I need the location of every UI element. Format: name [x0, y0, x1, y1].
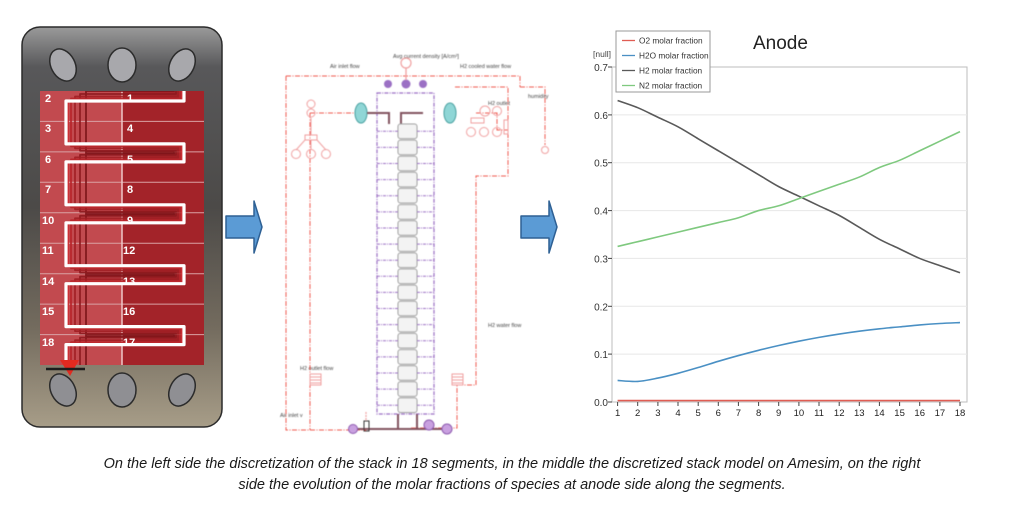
svg-text:15: 15: [894, 408, 905, 419]
svg-text:14: 14: [42, 276, 55, 288]
svg-text:H2 outlet: H2 outlet: [488, 101, 510, 107]
svg-text:9: 9: [776, 408, 781, 419]
svg-text:17: 17: [935, 408, 946, 419]
svg-text:humidity: humidity: [528, 94, 549, 100]
svg-text:12: 12: [834, 408, 845, 419]
svg-text:N2 molar fraction: N2 molar fraction: [639, 81, 703, 91]
svg-text:18: 18: [42, 337, 54, 349]
svg-text:H2 molar fraction: H2 molar fraction: [639, 66, 703, 76]
svg-text:H2O molar fraction: H2O molar fraction: [639, 51, 709, 61]
svg-text:12: 12: [123, 245, 135, 257]
svg-text:[null]: [null]: [593, 49, 611, 59]
svg-text:H2 cooled water flow: H2 cooled water flow: [460, 64, 511, 70]
svg-text:15: 15: [42, 306, 54, 318]
svg-text:0.1: 0.1: [594, 350, 608, 361]
svg-text:0.4: 0.4: [594, 207, 608, 218]
svg-text:8: 8: [756, 408, 761, 419]
svg-text:0.7: 0.7: [594, 63, 608, 74]
svg-text:7: 7: [736, 408, 741, 419]
svg-text:0.5: 0.5: [594, 159, 608, 170]
svg-text:0.3: 0.3: [594, 254, 608, 265]
svg-text:2: 2: [45, 93, 51, 105]
svg-text:10: 10: [42, 215, 54, 227]
svg-text:11: 11: [814, 408, 824, 419]
svg-text:3: 3: [655, 408, 660, 419]
svg-text:On the left side the discretiz: On the left side the discretization of t…: [104, 456, 922, 472]
svg-text:6: 6: [716, 408, 721, 419]
svg-text:4: 4: [127, 123, 134, 135]
svg-text:0.6: 0.6: [594, 111, 608, 122]
svg-text:5: 5: [127, 154, 133, 166]
svg-text:9: 9: [127, 215, 133, 227]
svg-text:2: 2: [635, 408, 640, 419]
svg-text:6: 6: [45, 154, 51, 166]
svg-text:Air inlet v: Air inlet v: [280, 413, 303, 419]
svg-text:17: 17: [123, 337, 135, 349]
svg-text:16: 16: [123, 306, 135, 318]
svg-text:Air inlet flow: Air inlet flow: [330, 64, 360, 70]
svg-text:14: 14: [874, 408, 885, 419]
svg-text:5: 5: [696, 408, 701, 419]
svg-text:H2 outlet flow: H2 outlet flow: [300, 366, 333, 372]
svg-text:11: 11: [42, 245, 54, 257]
svg-text:0.0: 0.0: [594, 398, 608, 409]
svg-text:7: 7: [45, 184, 51, 196]
svg-text:16: 16: [914, 408, 925, 419]
svg-text:1: 1: [615, 408, 620, 419]
svg-text:8: 8: [127, 184, 133, 196]
svg-text:Avg current density [A/cm²]: Avg current density [A/cm²]: [393, 54, 459, 60]
svg-text:10: 10: [794, 408, 805, 419]
svg-text:3: 3: [45, 123, 51, 135]
svg-text:Anode: Anode: [753, 33, 808, 54]
svg-text:0.2: 0.2: [594, 302, 608, 313]
svg-text:13: 13: [854, 408, 865, 419]
svg-text:H2 water flow: H2 water flow: [488, 323, 521, 329]
svg-text:13: 13: [123, 276, 135, 288]
svg-text:O2 molar fraction: O2 molar fraction: [639, 36, 703, 46]
svg-text:18: 18: [955, 408, 966, 419]
svg-text:side the evolution of the mola: side the evolution of the molar fraction…: [238, 477, 785, 493]
svg-text:1: 1: [127, 93, 133, 105]
svg-text:4: 4: [675, 408, 680, 419]
